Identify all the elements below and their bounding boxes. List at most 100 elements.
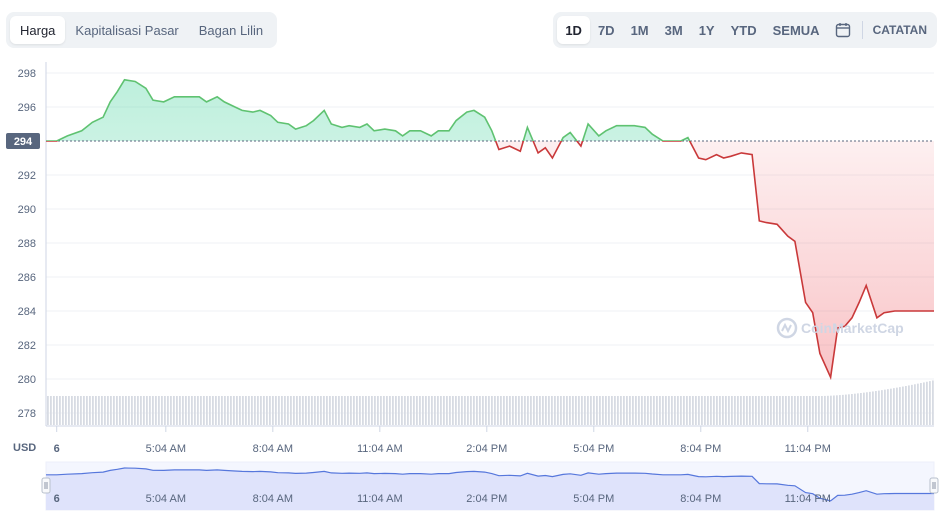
tab-market-cap[interactable]: Kapitalisasi Pasar — [75, 22, 179, 38]
range-1y-button[interactable]: 1Y — [698, 22, 715, 38]
volume-bar — [545, 396, 547, 425]
range-1m-button[interactable]: 1M — [630, 22, 649, 38]
volume-bar — [908, 385, 910, 425]
volume-bar — [443, 396, 445, 425]
volume-bar — [101, 396, 103, 425]
volume-bar — [509, 396, 511, 425]
volume-bar — [143, 396, 145, 425]
volume-bar — [503, 396, 505, 425]
volume-bar — [596, 396, 598, 425]
tab-candlestick[interactable]: Bagan Lilin — [198, 22, 264, 38]
volume-bar — [704, 396, 706, 425]
y-tick-label: 298 — [18, 68, 36, 80]
volume-bar — [335, 396, 337, 425]
volume-bar — [269, 396, 271, 425]
volume-bar — [524, 396, 526, 425]
volume-bar — [647, 396, 649, 425]
volume-bar — [515, 396, 517, 425]
baseline-label: 294 — [14, 136, 33, 148]
range-7d-button[interactable]: 7D — [597, 22, 615, 38]
calendar-icon-glyph — [835, 23, 850, 38]
volume-bar — [827, 395, 829, 425]
volume-bar — [293, 396, 295, 425]
volume-bar — [905, 385, 907, 425]
volume-bar — [797, 396, 799, 425]
x-tick-label: 5:04 AM — [146, 443, 186, 455]
volume-bar — [551, 396, 553, 425]
volume-bar — [173, 396, 175, 425]
currency-label: USD — [13, 442, 36, 454]
volume-bar — [659, 396, 661, 425]
volume-bar — [734, 396, 736, 425]
volume-bar — [461, 396, 463, 425]
range-3m-button[interactable]: 3M — [664, 22, 683, 38]
range-ytd-button[interactable]: YTD — [730, 22, 757, 38]
volume-bar — [332, 396, 334, 425]
y-tick-label: 286 — [18, 272, 36, 284]
volume-bar — [206, 396, 208, 425]
volume-bar — [803, 396, 805, 425]
volume-bar — [215, 396, 217, 425]
volume-bar — [77, 396, 79, 425]
volume-bar — [350, 396, 352, 425]
volume-bar — [542, 396, 544, 425]
volume-bar — [365, 396, 367, 425]
volume-bar — [413, 396, 415, 425]
volume-bar — [914, 384, 916, 425]
range-1d-button[interactable]: 1D — [557, 16, 590, 44]
tab-price[interactable]: Harga — [10, 16, 66, 44]
volume-bar — [785, 396, 787, 425]
volume-bar — [47, 396, 49, 425]
volume-bar — [809, 396, 811, 425]
volume-bar — [851, 394, 853, 425]
volume-bar — [680, 396, 682, 425]
volume-bar — [902, 386, 904, 425]
range-all-button[interactable]: SEMUA — [772, 22, 820, 38]
volume-bar — [854, 393, 856, 425]
volume-bar — [593, 396, 595, 425]
volume-bar — [686, 396, 688, 425]
volume-bar — [641, 396, 643, 425]
volume-bar — [629, 396, 631, 425]
volume-bar — [602, 396, 604, 425]
calendar-icon[interactable] — [828, 16, 858, 44]
volume-bar — [407, 396, 409, 425]
y-axis: 298 296 292 290 288 286 284 282 280 278 294 — [6, 68, 40, 420]
volume-bar — [359, 396, 361, 425]
navigator-tick-label: 5:04 PM — [573, 493, 614, 505]
volume-bar — [743, 396, 745, 425]
volume-bar — [398, 396, 400, 425]
volume-bar — [191, 396, 193, 425]
volume-bar — [638, 396, 640, 425]
volume-bar — [488, 396, 490, 425]
volume-bar — [623, 396, 625, 425]
volume-bar — [812, 396, 814, 425]
volume-bar — [116, 396, 118, 425]
price-line-down — [46, 141, 934, 381]
volume-bar — [155, 396, 157, 425]
volume-bar — [239, 396, 241, 425]
y-tick-label: 290 — [18, 204, 36, 216]
volume-bar — [500, 396, 502, 425]
x-tick-label: 8:04 AM — [253, 443, 293, 455]
navigator[interactable]: 6 5:04 AM 8:04 AM 11:04 AM 2:04 PM 5:04 PM 8:0… — [41, 461, 939, 511]
volume-bar — [266, 396, 268, 425]
volume-bar — [554, 396, 556, 425]
navigator-left-handle[interactable] — [41, 477, 51, 494]
volume-bar — [476, 396, 478, 425]
volume-bar — [431, 396, 433, 425]
volume-bar — [644, 396, 646, 425]
volume-bar — [278, 396, 280, 425]
notes-button[interactable]: CATATAN — [872, 23, 927, 37]
navigator-right-handle[interactable] — [929, 477, 939, 494]
x-tick-label: 11:04 PM — [785, 443, 831, 455]
volume-bar — [467, 396, 469, 425]
volume-bar — [194, 396, 196, 425]
volume-bar — [521, 396, 523, 425]
volume-bar — [125, 396, 127, 425]
volume-bar — [50, 396, 52, 425]
volume-bar — [314, 396, 316, 425]
volume-bar — [482, 396, 484, 425]
volume-bar — [842, 394, 844, 425]
